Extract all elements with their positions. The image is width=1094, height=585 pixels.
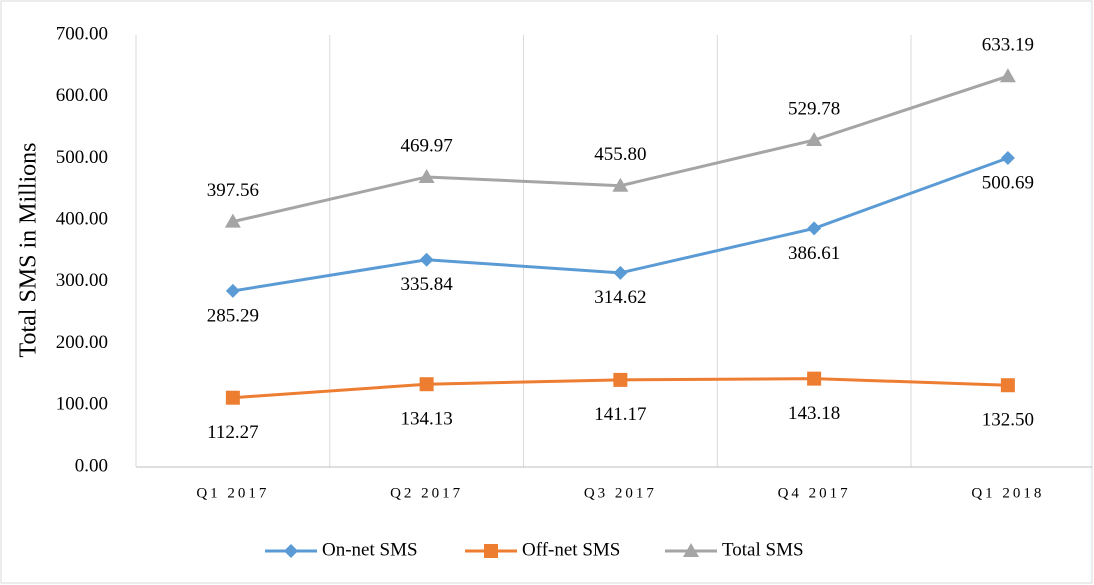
y-tick-label: 200.00 — [56, 332, 108, 353]
data-label: 335.84 — [401, 274, 454, 295]
data-label: 469.97 — [401, 135, 453, 156]
legend-label: On-net SMS — [322, 539, 418, 560]
marker — [418, 168, 435, 183]
x-tick-label: Q1 2017 — [196, 485, 269, 501]
data-label: 500.69 — [982, 172, 1034, 193]
x-tick-label: Q1 2018 — [971, 485, 1044, 501]
marker — [807, 371, 822, 386]
marker — [284, 544, 298, 558]
marker — [1000, 151, 1015, 166]
marker — [807, 221, 822, 236]
data-label: 285.29 — [207, 305, 259, 326]
y-tick-label: 100.00 — [56, 394, 108, 415]
y-tick-label: 0.00 — [75, 455, 108, 476]
data-label: 314.62 — [594, 287, 646, 308]
x-tick-label: Q2 2017 — [390, 485, 463, 501]
marker — [225, 390, 240, 405]
marker — [1000, 378, 1015, 393]
data-label: 112.27 — [207, 422, 259, 443]
legend-label: Off-net SMS — [522, 539, 620, 560]
data-label: 134.13 — [401, 409, 453, 430]
marker — [224, 213, 241, 228]
marker — [806, 132, 823, 147]
y-tick-label: 400.00 — [56, 209, 108, 230]
marker — [613, 372, 628, 387]
data-label: 141.17 — [594, 404, 646, 425]
marker — [999, 68, 1016, 83]
y-tick-label: 600.00 — [56, 85, 108, 106]
y-tick-label: 500.00 — [56, 147, 108, 168]
data-label: 455.80 — [594, 144, 646, 165]
marker — [419, 252, 434, 267]
marker — [419, 377, 434, 392]
x-tick-label: Q4 2017 — [778, 485, 851, 501]
marker — [225, 283, 240, 298]
y-tick-label: 300.00 — [56, 270, 108, 291]
data-label: 633.19 — [982, 35, 1034, 56]
marker — [612, 177, 629, 192]
data-label: 143.18 — [788, 403, 840, 424]
y-axis-label: Total SMS in Millions — [16, 142, 42, 357]
marker — [683, 543, 699, 557]
y-tick-label: 700.00 — [56, 23, 108, 44]
data-label: 529.78 — [788, 98, 840, 119]
marker — [484, 544, 498, 558]
data-label: 132.50 — [982, 410, 1034, 431]
data-label: 386.61 — [788, 243, 840, 264]
x-tick-label: Q3 2017 — [584, 485, 657, 501]
legend-label: Total SMS — [722, 539, 804, 560]
data-label: 397.56 — [207, 180, 259, 201]
marker — [613, 265, 628, 280]
